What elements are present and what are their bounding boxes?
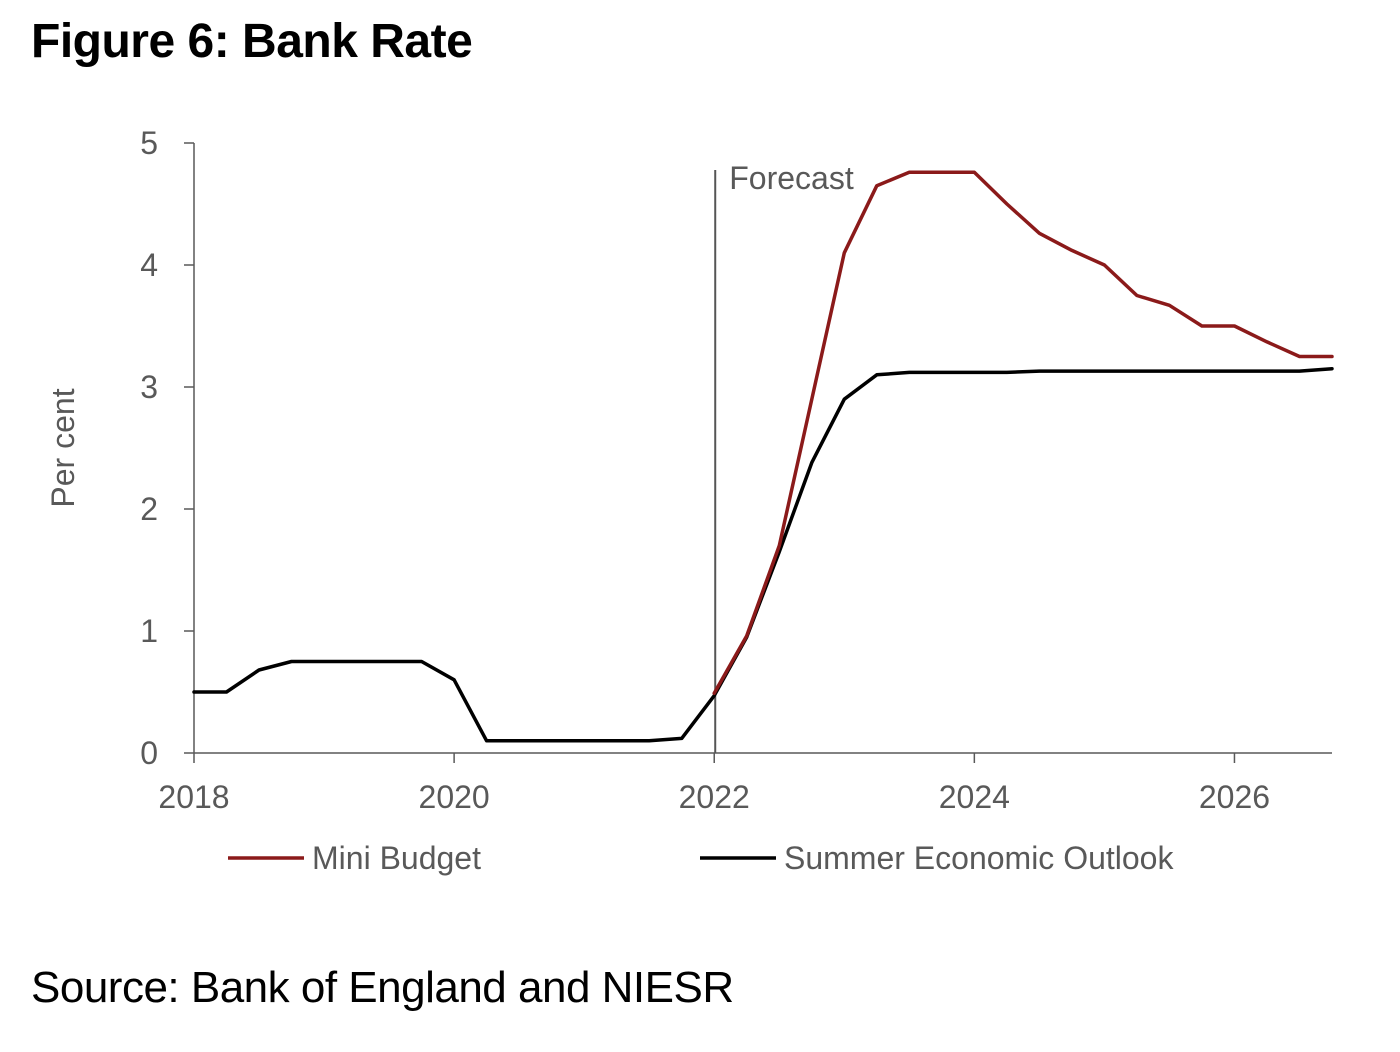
x-tick-label: 2018 — [158, 779, 229, 815]
y-tick-label: 2 — [140, 491, 158, 527]
y-tick-label: 3 — [140, 369, 158, 405]
chart-series — [192, 170, 1334, 743]
x-tick-label: 2020 — [419, 779, 490, 815]
source-note: Source: Bank of England and NIESR — [31, 963, 734, 1012]
y-tick-label: 4 — [140, 247, 158, 283]
forecast-label: Forecast — [729, 160, 854, 196]
summer-economic-outlook-line — [192, 366, 1334, 743]
forecast-annotation: Forecast — [714, 160, 854, 753]
figure-title: Figure 6: Bank Rate — [31, 15, 473, 68]
x-tick-label: 2024 — [939, 779, 1010, 815]
y-axis-title: Per cent — [45, 388, 81, 507]
mini-budget-line — [712, 170, 1334, 695]
chart-axes: 0 1 2 3 4 5 2018 2020 2022 2024 2026 Per cent — [45, 125, 1332, 815]
legend-label-summer-economic-outlook: Summer Economic Outlook — [784, 840, 1174, 876]
chart-legend: Mini Budget Summer Economic Outlook — [228, 840, 1174, 876]
y-tick-label: 1 — [140, 613, 158, 649]
x-tick-label: 2022 — [679, 779, 750, 815]
y-tick-label: 5 — [140, 125, 158, 161]
y-tick-label: 0 — [140, 735, 158, 771]
x-tick-label: 2026 — [1199, 779, 1270, 815]
legend-label-mini-budget: Mini Budget — [312, 840, 481, 876]
